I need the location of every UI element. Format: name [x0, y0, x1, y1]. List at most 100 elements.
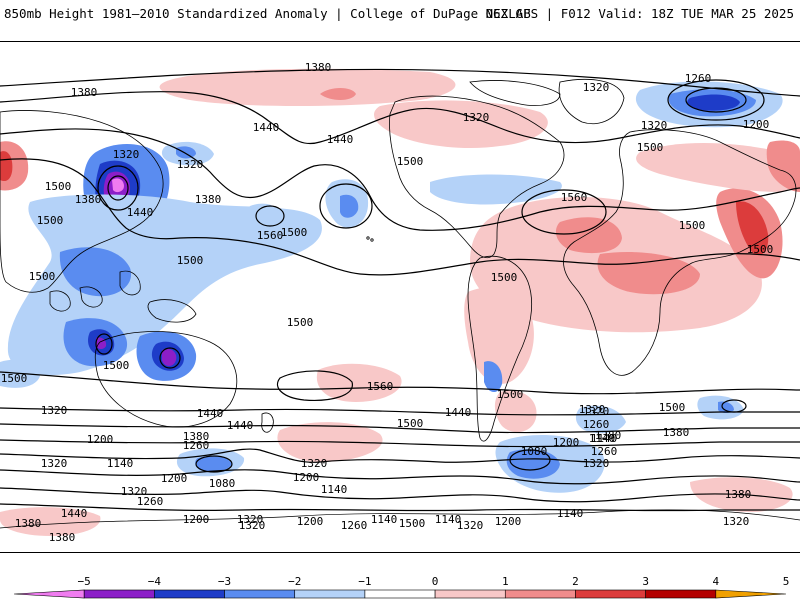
contour-label: 1500	[37, 214, 64, 227]
contour-label: 1440	[227, 419, 254, 432]
contour-label: 1500	[103, 359, 130, 372]
contour-label: 1320	[237, 513, 264, 526]
height-contours	[0, 68, 800, 512]
contour-label: 1440	[61, 507, 88, 520]
legend-tick-label: 0	[432, 575, 439, 588]
contour-label: 1380	[15, 517, 42, 530]
legend-tick-label: −4	[148, 575, 162, 588]
contour-label: 1500	[497, 388, 524, 401]
legend-tick-label: 4	[713, 575, 720, 588]
contour-label: 1320	[723, 515, 750, 528]
legend-bin-neutral	[364, 589, 436, 599]
contour-label: 1080	[209, 477, 236, 490]
contour-label: 1380	[183, 430, 210, 443]
contour-label: 1380	[663, 426, 690, 439]
contour-label: 1200	[183, 513, 210, 526]
contour-label: 1380	[595, 429, 622, 442]
legend-bin-neg5	[13, 589, 85, 599]
contour-label: 1380	[49, 531, 76, 544]
contour-label: 1140	[435, 513, 462, 526]
anomaly-map[interactable]: 1380 1380 1320 1260 1200 1320 1320 1440 1440 1320…	[0, 41, 800, 553]
legend-bin-neg1	[294, 589, 366, 599]
contour-label: 1500	[747, 243, 774, 256]
contour-label: 1320	[177, 158, 204, 171]
contour-label: 1440	[197, 407, 224, 420]
model-run-info: 06Z GFS | F012 Valid: 18Z TUE MAR 25 202…	[485, 6, 794, 21]
contour-label: 1320	[641, 119, 668, 132]
legend-bin-pos1	[434, 589, 506, 599]
legend-tick-label: −1	[358, 575, 371, 588]
legend-tick-label: 1	[502, 575, 509, 588]
contour-label: 1440	[327, 133, 354, 146]
contour-label: 1200	[297, 515, 324, 528]
contour-label: 1260	[341, 519, 368, 532]
contour-label: 1320	[463, 111, 490, 124]
contour-label: 1320	[583, 81, 610, 94]
contour-label: 1260	[685, 72, 712, 85]
contour-label: 1200	[161, 472, 188, 485]
contour-label: 1200	[293, 471, 320, 484]
map-header: 850mb Height 1981–2010 Standardized Anom…	[0, 0, 800, 28]
anomaly-legend: −5 −4 −3 −2 −1 0 1 2 3 4 5	[0, 572, 800, 600]
legend-bin-pos4	[645, 589, 717, 599]
legend-tick-label: 5	[783, 575, 790, 588]
contour-label: 1320	[457, 519, 484, 532]
contour-label: 1140	[321, 483, 348, 496]
legend-colorbar: −5 −4 −3 −2 −1 0 1 2 3 4 5	[13, 575, 790, 599]
legend-tick-label: −3	[218, 575, 231, 588]
legend-tick-label: 3	[642, 575, 649, 588]
contour-label: 1200	[553, 436, 580, 449]
contour-label: 1260	[591, 445, 618, 458]
contour-label: 1560	[367, 380, 394, 393]
contour-label: 1320	[41, 457, 68, 470]
coastlines	[0, 79, 800, 529]
contour-label: 1440	[127, 206, 154, 219]
legend-bin-neg2	[224, 589, 296, 599]
contour-label: 1500	[177, 254, 204, 267]
contour-label: 1320	[583, 457, 610, 470]
contour-label: 1140	[591, 432, 618, 445]
contour-label: 1380	[195, 193, 222, 206]
legend-bin-pos3	[575, 589, 646, 599]
contour-label: 1380	[725, 488, 752, 501]
contour-label: 1320	[41, 404, 68, 417]
contour-label: 1080	[521, 445, 548, 458]
contour-label: 1500	[491, 271, 518, 284]
contour-label: 1140	[107, 457, 134, 470]
contour-label: 1320	[239, 519, 266, 532]
contour-label: 1440	[253, 121, 280, 134]
contour-label: 1380	[75, 193, 102, 206]
legend-bin-neg3	[154, 589, 225, 599]
legend-bin-pos5	[715, 589, 787, 599]
contour-label: 1560	[561, 191, 588, 204]
contour-label: 1320	[301, 457, 328, 470]
map-title: 850mb Height 1981–2010 Standardized Anom…	[4, 6, 531, 21]
legend-tick-label: 2	[572, 575, 579, 588]
contour-label: 1380	[305, 61, 332, 74]
legend-bin-pos2	[504, 589, 576, 599]
contour-label: 1500	[397, 417, 424, 430]
contour-label: 1500	[637, 141, 664, 154]
contour-label: 1140	[371, 513, 398, 526]
contour-label: 1500	[397, 155, 424, 168]
legend-bin-neg4	[83, 589, 155, 599]
legend-tick-label: −5	[78, 575, 91, 588]
contour-label: 1260	[137, 495, 164, 508]
contour-label: 1500	[659, 401, 686, 414]
contour-label: 1500	[399, 517, 426, 530]
contour-label: 1140	[589, 432, 616, 445]
contour-label: 1500	[1, 372, 28, 385]
contour-label: 1320	[121, 485, 148, 498]
contour-label: 1380	[71, 86, 98, 99]
contour-label: 1200	[743, 118, 770, 131]
contour-label: 1500	[281, 226, 308, 239]
contour-label: 1200	[495, 515, 522, 528]
contour-label: 1500	[287, 316, 314, 329]
contour-label: 1500	[45, 180, 72, 193]
contour-label: 1500	[679, 219, 706, 232]
contour-label: 1320	[579, 403, 606, 416]
contour-label: 1260	[583, 418, 610, 431]
contour-label: 1260	[183, 439, 210, 452]
contour-label: 1320	[113, 148, 140, 161]
